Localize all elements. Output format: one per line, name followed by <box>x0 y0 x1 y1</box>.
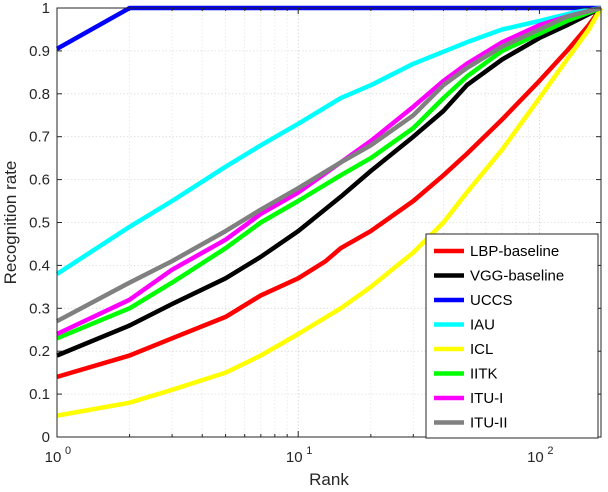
legend-box <box>425 233 599 439</box>
x-tick-base: 10 <box>45 449 62 466</box>
legend-item: UCCS <box>434 292 513 309</box>
series-line-lbp-baseline <box>56 6 603 380</box>
legend-label: ITU-I <box>470 390 503 407</box>
series-line-vgg-baseline <box>56 5 603 358</box>
series-lines <box>55 5 603 418</box>
x-tick-labels: 10 0 10 1 10 2 <box>45 445 554 466</box>
y-tick-label: 1 <box>42 0 50 17</box>
y-tick-labels: 0 0.1 0.2 0.3 0.4 0.5 0.6 0.7 0.8 0.9 1 <box>29 0 50 446</box>
legend-item: ITU-II <box>434 415 508 432</box>
x-tick-base: 10 <box>286 449 303 466</box>
series-line-iitk <box>56 5 602 341</box>
legend-item: IITK <box>434 366 498 383</box>
legend-label: IAU <box>470 317 495 334</box>
y-tick-label: 0.7 <box>29 129 50 146</box>
x-axis-label: Rank <box>309 470 349 489</box>
y-tick-label: 0.1 <box>29 386 50 403</box>
legend-item: LBP-baseline <box>434 243 559 260</box>
legend: LBP-baseline VGG-baseline UCCS IAU ICL IITK IT… <box>425 233 599 439</box>
series-line-icl <box>56 6 603 418</box>
x-tick-label: 10 1 <box>286 445 312 466</box>
legend-label: UCCS <box>470 292 513 309</box>
x-tick-exponent: 2 <box>547 445 553 457</box>
x-tick-base: 10 <box>527 449 544 466</box>
y-tick-label: 0.2 <box>29 343 50 360</box>
legend-label: VGG-baseline <box>470 268 564 285</box>
series-line-itu-i <box>56 5 602 337</box>
legend-item: ICL <box>434 341 493 358</box>
x-tick-exponent: 0 <box>65 445 71 457</box>
y-tick-label: 0.5 <box>29 215 50 232</box>
y-tick-label: 0.9 <box>29 43 50 60</box>
x-tick-exponent: 1 <box>306 445 312 457</box>
legend-label: LBP-baseline <box>470 243 559 260</box>
legend-item: VGG-baseline <box>434 268 564 285</box>
legend-label: IITK <box>470 366 498 383</box>
y-tick-label: 0.4 <box>29 257 50 274</box>
legend-item: ITU-I <box>434 390 503 407</box>
y-axis-label: Recognition rate <box>1 161 20 285</box>
x-tick-label: 10 2 <box>527 445 553 466</box>
legend-item: IAU <box>434 317 495 334</box>
y-tick-label: 0.3 <box>29 300 50 317</box>
y-tick-label: 0.8 <box>29 86 50 103</box>
legend-label: ICL <box>470 341 493 358</box>
x-tick-label: 10 0 <box>45 445 71 466</box>
series-line-itu-ii <box>55 5 602 324</box>
legend-label: ITU-II <box>470 415 508 432</box>
y-tick-label: 0.6 <box>29 172 50 189</box>
series-line-iau <box>55 5 602 276</box>
y-tick-label: 0 <box>42 429 50 446</box>
